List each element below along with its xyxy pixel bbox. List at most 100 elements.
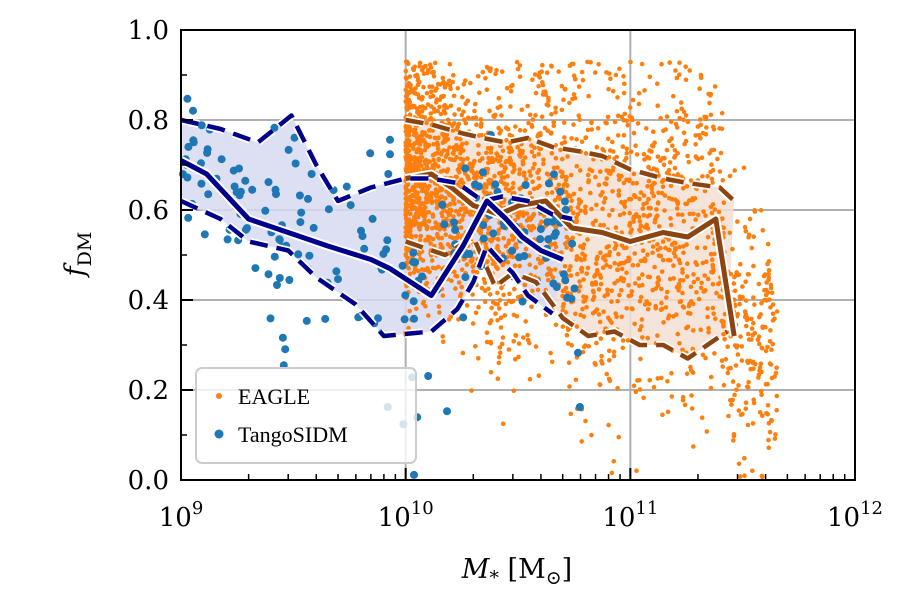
data-point-eagle	[735, 352, 741, 357]
data-point-eagle	[698, 117, 703, 122]
data-point-eagle	[527, 262, 533, 268]
data-point-eagle	[606, 86, 611, 92]
data-point-eagle	[765, 241, 771, 247]
data-point-eagle	[598, 336, 604, 341]
data-point-eagle	[499, 285, 504, 291]
data-point-eagle	[773, 432, 778, 437]
data-point-eagle	[666, 316, 671, 321]
data-point-eagle	[499, 341, 505, 347]
data-point-eagle	[716, 209, 722, 215]
data-point-eagle	[743, 400, 749, 406]
data-point-eagle	[619, 266, 625, 272]
data-point-eagle	[515, 66, 521, 72]
data-point-eagle	[480, 69, 486, 75]
data-point-eagle	[774, 393, 780, 399]
data-point-tangosidm	[203, 145, 212, 154]
data-point-eagle	[731, 438, 736, 443]
data-point-eagle	[667, 160, 673, 165]
data-point-eagle	[641, 213, 647, 218]
data-point-eagle	[535, 185, 540, 191]
data-point-eagle	[751, 263, 756, 269]
data-point-eagle	[681, 117, 686, 122]
data-point-eagle	[666, 237, 671, 242]
data-point-eagle	[640, 272, 645, 277]
data-point-eagle	[569, 247, 574, 252]
data-point-eagle	[607, 317, 613, 323]
data-point-eagle	[552, 267, 558, 272]
data-point-eagle	[713, 316, 718, 322]
data-point-eagle	[689, 393, 694, 398]
data-point-eagle	[473, 310, 479, 316]
data-point-tangosidm	[518, 297, 527, 306]
data-point-eagle	[527, 190, 533, 196]
data-point-tangosidm	[459, 313, 468, 322]
data-point-eagle	[438, 169, 444, 174]
data-point-eagle	[594, 202, 599, 208]
data-point-eagle	[565, 341, 571, 346]
data-point-eagle	[616, 251, 621, 257]
data-point-tangosidm	[560, 197, 569, 206]
data-point-eagle	[519, 211, 524, 217]
data-point-eagle	[719, 358, 725, 364]
data-point-eagle	[407, 157, 412, 162]
data-point-eagle	[627, 220, 633, 226]
data-point-eagle	[601, 309, 606, 315]
data-point-eagle	[440, 334, 446, 339]
data-point-eagle	[509, 233, 515, 238]
data-point-eagle	[745, 422, 751, 428]
data-point-eagle	[615, 278, 620, 284]
data-point-eagle	[725, 344, 730, 350]
data-point-eagle	[650, 250, 655, 256]
data-point-eagle	[624, 146, 630, 152]
data-point-eagle	[461, 213, 466, 218]
data-point-eagle	[673, 247, 678, 252]
data-point-eagle	[536, 84, 541, 89]
data-point-eagle	[419, 109, 425, 114]
data-point-tangosidm	[332, 267, 341, 276]
data-point-eagle	[420, 137, 426, 143]
data-point-tangosidm	[570, 284, 579, 293]
data-point-tangosidm	[236, 187, 245, 196]
data-point-eagle	[528, 216, 534, 222]
data-point-eagle	[626, 283, 631, 288]
data-point-eagle	[717, 126, 722, 131]
data-point-eagle	[437, 195, 443, 201]
data-point-eagle	[683, 113, 689, 118]
data-point-eagle	[535, 287, 541, 293]
data-point-eagle	[664, 295, 669, 300]
data-point-eagle	[669, 371, 674, 376]
data-point-tangosidm	[478, 168, 487, 177]
data-point-eagle	[559, 107, 565, 113]
data-point-tangosidm	[204, 190, 213, 199]
data-point-eagle	[598, 222, 603, 228]
data-point-eagle	[568, 172, 574, 178]
data-point-eagle	[433, 88, 438, 93]
data-point-eagle	[507, 187, 512, 193]
data-point-eagle	[522, 155, 528, 160]
data-point-eagle	[743, 323, 749, 329]
data-point-eagle	[660, 239, 666, 244]
data-point-eagle	[599, 353, 604, 359]
data-point-eagle	[449, 278, 454, 284]
data-point-eagle	[691, 279, 697, 285]
data-point-eagle	[442, 103, 448, 108]
data-point-eagle	[562, 135, 567, 140]
data-point-eagle	[545, 277, 551, 283]
data-point-tangosidm	[508, 246, 517, 255]
data-point-eagle	[407, 74, 413, 79]
data-point-eagle	[569, 198, 574, 204]
data-point-eagle	[704, 259, 709, 265]
data-point-eagle	[750, 468, 755, 474]
data-point-eagle	[703, 114, 709, 120]
data-point-eagle	[454, 136, 459, 141]
data-point-eagle	[435, 234, 441, 239]
data-point-eagle	[742, 455, 747, 461]
data-point-tangosidm	[251, 264, 260, 273]
data-point-eagle	[642, 88, 647, 93]
data-point-eagle	[619, 114, 624, 120]
data-point-tangosidm	[360, 244, 369, 253]
data-point-eagle	[558, 147, 563, 153]
data-point-eagle	[625, 122, 631, 128]
data-point-eagle	[730, 379, 736, 384]
data-point-eagle	[478, 230, 484, 236]
